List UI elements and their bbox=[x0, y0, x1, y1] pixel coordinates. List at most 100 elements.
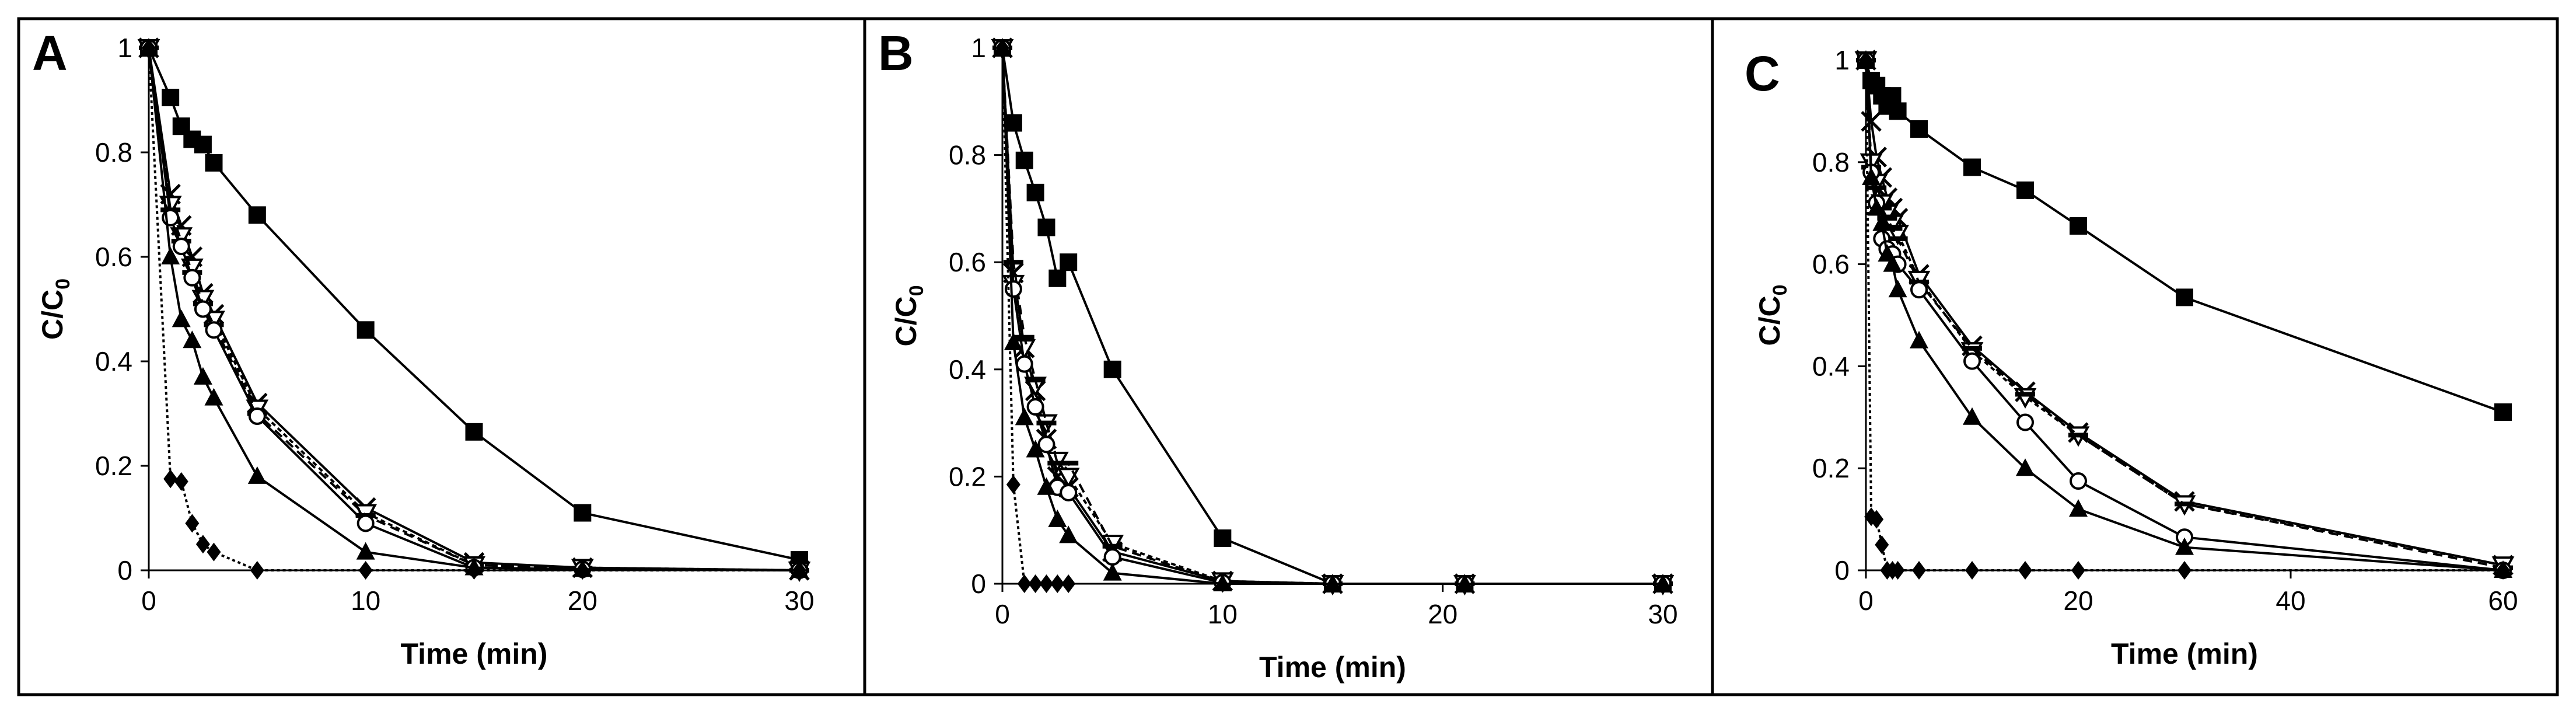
data-point bbox=[1888, 236, 1908, 241]
series-filled-square bbox=[1857, 51, 2512, 421]
data-point bbox=[1015, 355, 1033, 373]
series-filled-square bbox=[994, 39, 1672, 592]
data-point bbox=[1015, 151, 1033, 169]
data-point bbox=[1213, 574, 1232, 591]
series-line bbox=[148, 47, 799, 571]
data-point bbox=[248, 407, 266, 425]
series-line bbox=[148, 47, 800, 571]
data-point bbox=[161, 247, 180, 264]
x-tick-label: 60 bbox=[2488, 585, 2518, 616]
data-point bbox=[1861, 111, 1882, 132]
data-point bbox=[1004, 332, 1023, 350]
data-point bbox=[1859, 51, 1873, 69]
series-filled-triangle bbox=[1857, 50, 2512, 578]
data-point bbox=[1869, 510, 1884, 529]
series-filled-triangle bbox=[139, 38, 809, 578]
data-point bbox=[195, 535, 210, 554]
data-point bbox=[142, 39, 156, 57]
data-point bbox=[2071, 561, 2085, 580]
data-point bbox=[1036, 420, 1057, 426]
series-open-circle bbox=[994, 39, 1672, 592]
data-point bbox=[185, 514, 200, 533]
series-line bbox=[1001, 47, 1663, 585]
series-line bbox=[1865, 60, 2504, 571]
x-tick-label: 20 bbox=[568, 585, 597, 616]
panel-letter: B bbox=[878, 26, 914, 81]
x-axis-title: Time (min) bbox=[1259, 651, 1406, 684]
series-line bbox=[148, 47, 800, 571]
data-point bbox=[174, 472, 188, 491]
data-point bbox=[1654, 574, 1672, 591]
y-tick-label: 1 bbox=[1834, 45, 1850, 75]
y-axis-title: C/C0 bbox=[890, 285, 928, 346]
data-point bbox=[250, 561, 264, 580]
data-point bbox=[1015, 407, 1034, 426]
data-point bbox=[358, 561, 373, 580]
data-point bbox=[1103, 563, 1122, 581]
data-point bbox=[1888, 280, 1907, 298]
data-point bbox=[1862, 168, 1881, 186]
x-tick-label: 30 bbox=[1648, 599, 1677, 629]
data-point bbox=[1103, 360, 1121, 378]
panel-border bbox=[863, 17, 1714, 696]
series-dash-mark bbox=[139, 46, 809, 573]
series-dash-mark bbox=[1856, 58, 2513, 570]
data-point bbox=[1962, 346, 1982, 351]
data-point bbox=[1037, 218, 1055, 236]
series-line bbox=[1865, 60, 2504, 569]
x-axis-title: Time (min) bbox=[2111, 637, 2258, 670]
data-point bbox=[1877, 215, 1897, 221]
data-point bbox=[1883, 87, 1902, 105]
x-tick-label: 20 bbox=[1428, 599, 1457, 629]
series-filled-triangle bbox=[993, 38, 1672, 591]
y-tick-label: 0 bbox=[117, 555, 132, 585]
data-point bbox=[1872, 213, 1892, 231]
series-open-triangle bbox=[1854, 51, 2515, 577]
series-line bbox=[148, 47, 800, 571]
data-point bbox=[574, 504, 592, 522]
data-point bbox=[2068, 433, 2088, 438]
data-point bbox=[1963, 158, 1981, 176]
data-point bbox=[2016, 181, 2034, 199]
data-point bbox=[1963, 352, 1981, 370]
y-tick-label: 0.4 bbox=[95, 346, 132, 377]
panel-letter: C bbox=[1745, 46, 1780, 101]
data-point bbox=[1028, 574, 1043, 593]
data-point bbox=[1026, 398, 1044, 416]
series-line bbox=[1865, 60, 2504, 567]
data-point bbox=[194, 300, 212, 318]
y-tick-label: 0.2 bbox=[949, 461, 986, 492]
data-point bbox=[1058, 461, 1079, 466]
x-tick-label: 0 bbox=[141, 585, 156, 616]
y-tick-label: 0.6 bbox=[949, 247, 986, 277]
data-point bbox=[1910, 281, 1928, 299]
y-tick-label: 0.6 bbox=[95, 242, 132, 272]
data-point bbox=[1323, 574, 1342, 591]
series-line bbox=[148, 47, 800, 571]
data-point bbox=[2016, 413, 2034, 431]
series-line bbox=[1865, 60, 2504, 567]
y-axis-title: C/C0 bbox=[1753, 284, 1791, 346]
data-point bbox=[172, 309, 191, 327]
data-point bbox=[2494, 403, 2512, 421]
data-point bbox=[1910, 330, 1928, 348]
data-point bbox=[1039, 574, 1054, 593]
data-point bbox=[356, 542, 375, 560]
data-point bbox=[465, 423, 483, 441]
series-line bbox=[1865, 60, 2503, 571]
data-point bbox=[2070, 217, 2087, 235]
data-point bbox=[1867, 198, 1886, 216]
data-point bbox=[1006, 475, 1020, 494]
data-point bbox=[2069, 499, 2088, 517]
series-line bbox=[148, 47, 800, 571]
y-axis-title: C/C0 bbox=[36, 278, 74, 340]
x-tick-label: 20 bbox=[2063, 585, 2093, 616]
data-point bbox=[467, 561, 481, 580]
data-point bbox=[2015, 392, 2035, 397]
series-filled-diamond bbox=[142, 39, 806, 580]
x-tick-label: 30 bbox=[784, 585, 814, 616]
y-tick-label: 0.8 bbox=[95, 137, 132, 168]
data-point bbox=[2070, 472, 2087, 490]
